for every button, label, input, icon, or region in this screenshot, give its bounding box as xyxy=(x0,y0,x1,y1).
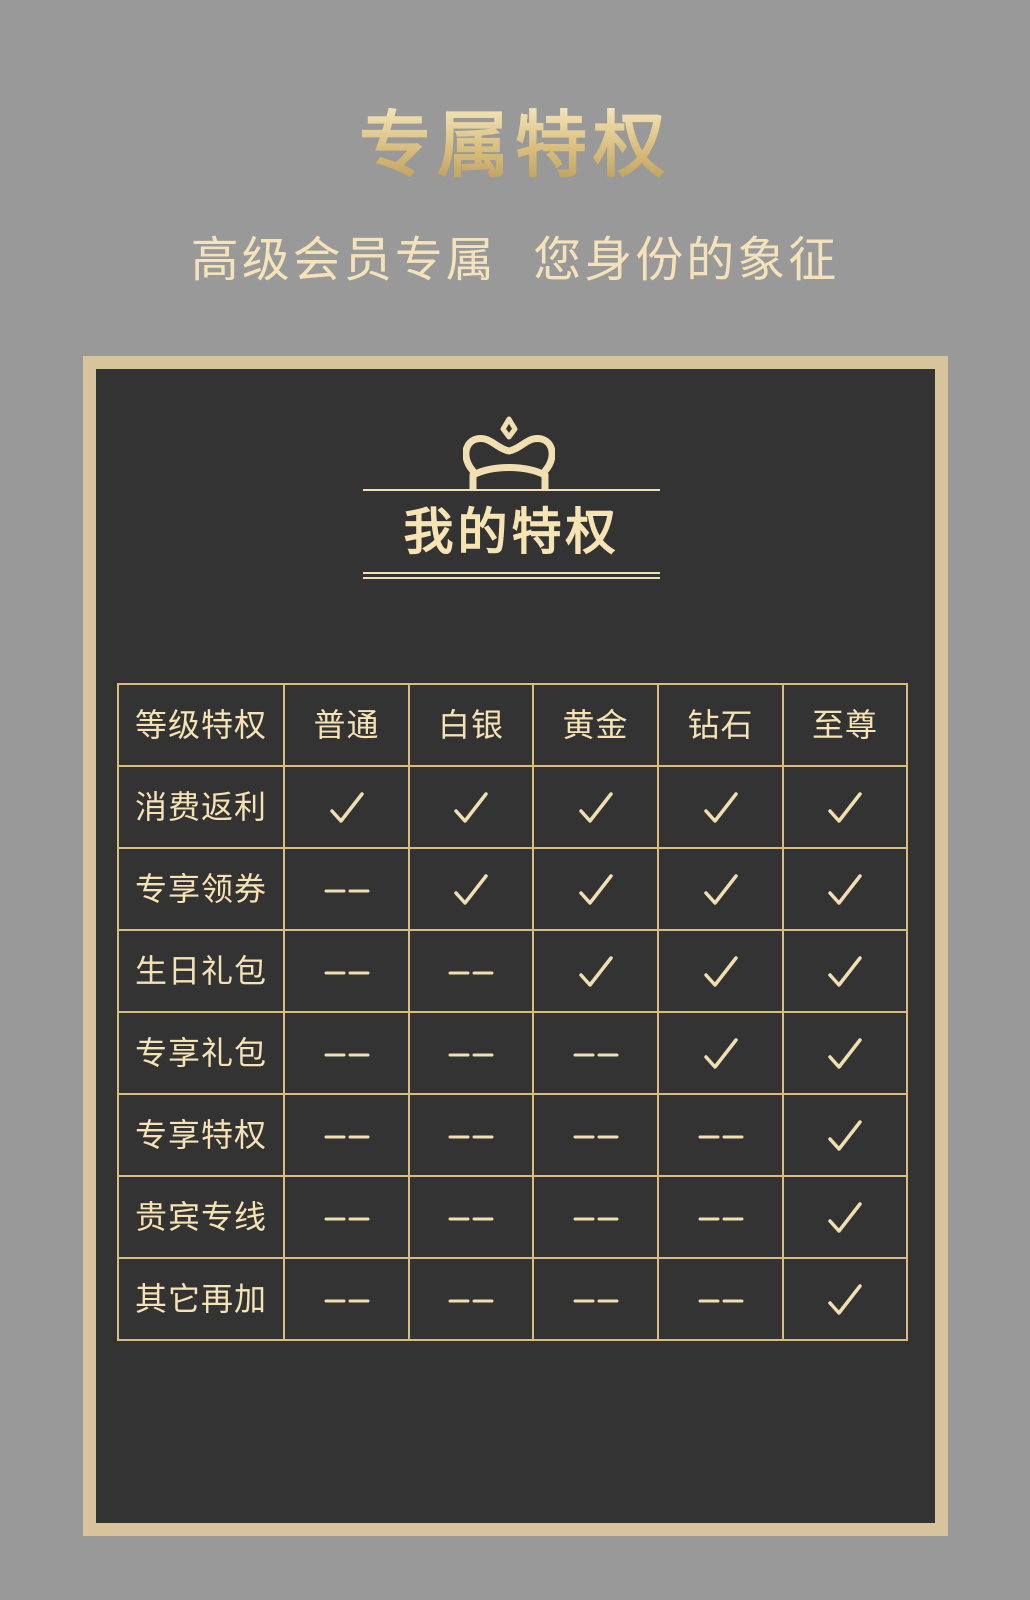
row-label: 专享特权 xyxy=(117,1093,285,1177)
check-icon xyxy=(657,847,784,931)
privilege-card-frame: 我的特权 等级特权 普通 白银 黄金 钻石 至尊 消费返利 专享领券 生日礼包 专享礼包 专享特权贵… xyxy=(83,356,948,1536)
dash-icon xyxy=(657,1175,784,1259)
check-icon xyxy=(782,1257,908,1341)
row-label: 生日礼包 xyxy=(117,929,285,1013)
panel-title: 我的特权 xyxy=(403,503,620,561)
row-label: 其它再加 xyxy=(117,1257,285,1341)
table-row: 其它再加 xyxy=(117,1257,908,1341)
column-header: 至尊 xyxy=(782,683,908,767)
dash-icon xyxy=(408,1257,534,1341)
dash-icon xyxy=(283,1257,410,1341)
title-rule-bottom-2 xyxy=(363,577,660,579)
table-row: 贵宾专线 xyxy=(117,1175,908,1259)
check-icon xyxy=(782,847,908,931)
dash-icon xyxy=(283,847,410,931)
check-icon xyxy=(782,1011,908,1095)
column-header: 钻石 xyxy=(657,683,784,767)
check-icon xyxy=(408,765,534,849)
check-icon xyxy=(408,847,534,931)
dash-icon xyxy=(408,1093,534,1177)
dash-icon xyxy=(657,1093,784,1177)
dash-icon xyxy=(657,1257,784,1341)
check-icon xyxy=(782,1175,908,1259)
check-icon xyxy=(657,765,784,849)
check-icon xyxy=(532,847,659,931)
table-row: 专享礼包 xyxy=(117,1011,908,1095)
check-icon xyxy=(657,929,784,1013)
dash-icon xyxy=(283,929,410,1013)
dash-icon xyxy=(283,1093,410,1177)
table-row: 专享特权 xyxy=(117,1093,908,1177)
crown-icon xyxy=(463,416,555,489)
dash-icon xyxy=(408,1175,534,1259)
dash-icon xyxy=(532,1175,659,1259)
page-title: 专属特权 xyxy=(0,100,1030,190)
dash-icon xyxy=(532,1257,659,1341)
row-label: 专享礼包 xyxy=(117,1011,285,1095)
column-header: 普通 xyxy=(283,683,410,767)
check-icon xyxy=(657,1011,784,1095)
column-header: 黄金 xyxy=(532,683,659,767)
dash-icon xyxy=(532,1011,659,1095)
privilege-card: 我的特权 等级特权 普通 白银 黄金 钻石 至尊 消费返利 专享领券 生日礼包 专享礼包 专享特权贵… xyxy=(96,369,935,1523)
check-icon xyxy=(283,765,410,849)
dash-icon xyxy=(283,1175,410,1259)
check-icon xyxy=(532,765,659,849)
dash-icon xyxy=(532,1093,659,1177)
dash-icon xyxy=(408,929,534,1013)
title-rule-top xyxy=(363,489,660,491)
check-icon xyxy=(782,1093,908,1177)
page-subtitle: 高级会员专属 您身份的象征 xyxy=(190,232,840,288)
table-header-row: 等级特权 普通 白银 黄金 钻石 至尊 xyxy=(117,683,908,767)
dash-icon xyxy=(283,1011,410,1095)
table-row: 生日礼包 xyxy=(117,929,908,1013)
table-row: 专享领券 xyxy=(117,847,908,931)
privilege-table: 等级特权 普通 白银 黄金 钻石 至尊 消费返利 专享领券 生日礼包 专享礼包 专享特权 贵宾专线 其它… xyxy=(117,683,908,1341)
check-icon xyxy=(532,929,659,1013)
check-icon xyxy=(782,929,908,1013)
row-label: 消费返利 xyxy=(117,765,285,849)
title-rule-bottom-1 xyxy=(363,572,660,574)
column-header: 等级特权 xyxy=(117,683,285,767)
row-label: 贵宾专线 xyxy=(117,1175,285,1259)
dash-icon xyxy=(408,1011,534,1095)
table-row: 消费返利 xyxy=(117,765,908,849)
column-header: 白银 xyxy=(408,683,534,767)
check-icon xyxy=(782,765,908,849)
row-label: 专享领券 xyxy=(117,847,285,931)
